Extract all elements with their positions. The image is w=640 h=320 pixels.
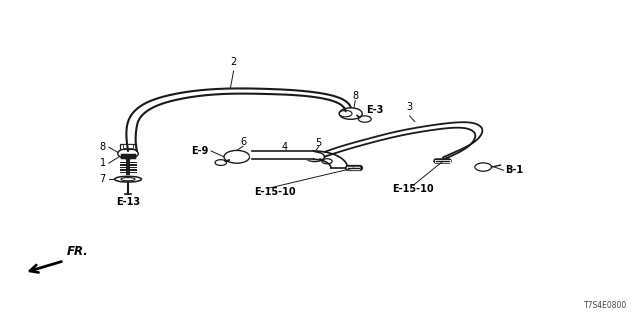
FancyBboxPatch shape: [123, 144, 133, 148]
FancyBboxPatch shape: [120, 144, 136, 149]
Text: 2: 2: [230, 57, 237, 67]
Text: FR.: FR.: [67, 245, 89, 258]
Text: 3: 3: [406, 102, 413, 112]
Text: 5: 5: [316, 138, 322, 148]
Text: 6: 6: [240, 137, 246, 148]
Text: 4: 4: [282, 142, 288, 152]
Text: E-3: E-3: [366, 105, 383, 116]
Text: E-9: E-9: [191, 146, 208, 156]
Text: B-1: B-1: [506, 165, 524, 175]
Text: E-15-10: E-15-10: [254, 187, 296, 197]
Text: 1: 1: [99, 158, 106, 168]
Text: E-13: E-13: [116, 197, 140, 207]
Text: 8: 8: [99, 142, 106, 152]
Text: E-15-10: E-15-10: [392, 184, 434, 195]
Text: 8: 8: [352, 91, 358, 101]
Text: 7: 7: [99, 174, 106, 184]
Text: T7S4E0800: T7S4E0800: [584, 301, 627, 310]
